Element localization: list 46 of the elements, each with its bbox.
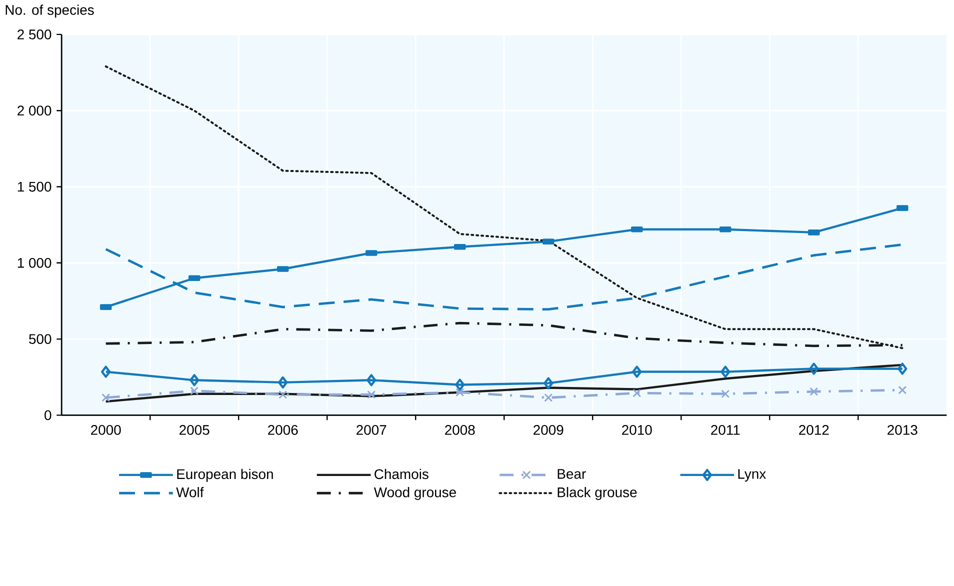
x-tick-label: 2006 bbox=[268, 425, 298, 436]
y-tick-label: 2 500 bbox=[18, 30, 52, 40]
y-tick-label: 1 000 bbox=[18, 258, 52, 268]
legend-label: Bear bbox=[558, 469, 586, 479]
point bbox=[278, 390, 288, 400]
legend-label: Black grouse bbox=[558, 487, 637, 500]
x-tick-label: 2009 bbox=[534, 425, 564, 436]
legend-label: Lynx bbox=[738, 469, 766, 482]
x-tick-label: 2012 bbox=[799, 425, 829, 436]
y-tick-label: 1 500 bbox=[18, 182, 52, 192]
point bbox=[278, 376, 288, 389]
line-series bbox=[104, 364, 904, 403]
point bbox=[456, 388, 464, 397]
point bbox=[809, 362, 819, 375]
x-tick-label: 2007 bbox=[356, 425, 386, 436]
x-tick-label: 2010 bbox=[622, 425, 652, 436]
y-tick-label: 2 000 bbox=[18, 106, 52, 116]
legend-label: European bison bbox=[177, 468, 273, 482]
point bbox=[190, 374, 200, 386]
point bbox=[101, 366, 111, 378]
x-tick-label: 2000 bbox=[91, 425, 121, 436]
point bbox=[544, 377, 554, 390]
legend-label: Chamois bbox=[374, 468, 428, 480]
line-series bbox=[104, 66, 904, 350]
point bbox=[898, 362, 908, 375]
legend-label: Wood grouse bbox=[374, 487, 456, 500]
point bbox=[455, 378, 465, 391]
x-tick-label: 2011 bbox=[711, 425, 740, 436]
point bbox=[367, 390, 376, 400]
legend-label: Wolf bbox=[176, 487, 204, 498]
point bbox=[544, 394, 553, 402]
point bbox=[366, 374, 376, 386]
y-tick-label: 0 bbox=[44, 410, 52, 420]
x-tick-label: 2008 bbox=[445, 425, 475, 436]
point bbox=[810, 387, 818, 396]
point bbox=[898, 386, 907, 394]
point bbox=[632, 388, 642, 398]
point bbox=[632, 366, 642, 378]
x-tick-label: 2005 bbox=[180, 425, 210, 436]
point bbox=[190, 386, 199, 396]
point bbox=[721, 390, 730, 398]
point bbox=[720, 366, 730, 378]
x-tick-label: 2013 bbox=[888, 425, 918, 436]
y-axis-title: No. of species bbox=[6, 4, 94, 18]
y-tick-label: 500 bbox=[29, 334, 52, 344]
point bbox=[102, 394, 110, 402]
